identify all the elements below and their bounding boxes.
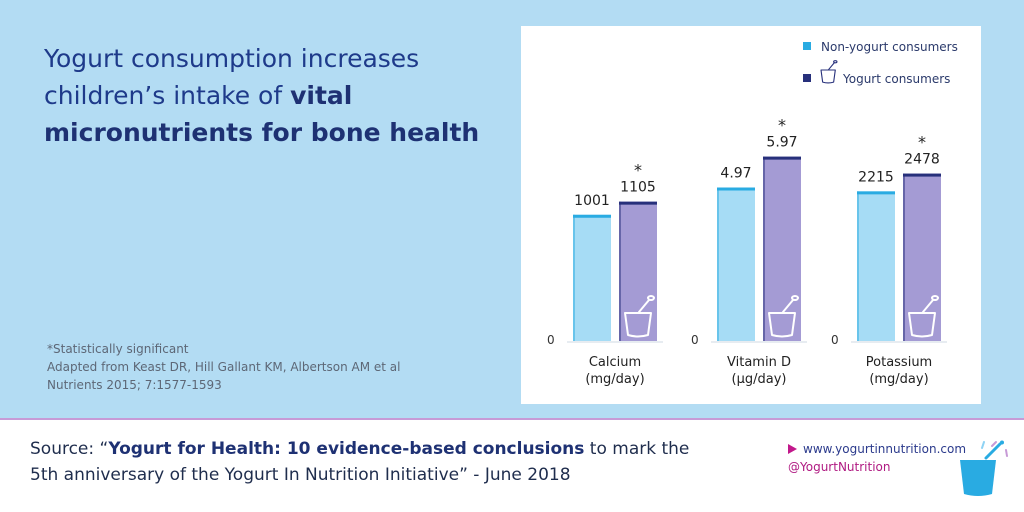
bar-side-edge	[903, 173, 905, 341]
website-row[interactable]: www.yogurtinnutrition.com	[788, 440, 988, 458]
footnotes: *Statistically significant Adapted from …	[47, 340, 467, 394]
website-link[interactable]: www.yogurtinnutrition.com	[803, 442, 967, 456]
bar-vitamin-d-non-yogurt	[717, 187, 755, 341]
data-label: 1001	[574, 193, 610, 209]
significance-marker: *	[918, 133, 926, 152]
bar-side-edge	[573, 214, 575, 341]
significance-marker: *	[634, 161, 642, 180]
bar-top-edge	[857, 191, 895, 195]
data-label: 2478	[904, 152, 940, 168]
zero-tick-label: 0	[691, 333, 699, 347]
chart-card: Non-yogurt consumers Yogurt consumers 0 100…	[521, 26, 981, 404]
significance-marker: *	[778, 116, 786, 135]
bar-cup-icon	[624, 295, 655, 338]
bar-side-edge	[717, 187, 719, 341]
source-note: Source: “Yogurt for Health: 10 evidence-…	[30, 436, 750, 488]
bar-top-edge	[903, 173, 941, 177]
bar-top-edge	[573, 214, 611, 218]
data-label: 2215	[858, 169, 894, 185]
source-line-2: 5th anniversary of the Yogurt In Nutriti…	[30, 465, 571, 485]
bar-cup-icon	[908, 295, 939, 338]
bar-vitamin-d-yogurt	[763, 156, 801, 341]
bar-side-edge	[857, 191, 859, 341]
bar-side-edge	[619, 201, 621, 341]
twitter-handle[interactable]: @YogurtNutrition	[788, 460, 891, 474]
data-label: 1105	[620, 180, 656, 196]
legend-cup-icon	[820, 60, 838, 84]
bar-potassium-non-yogurt	[857, 191, 895, 341]
data-label: 5.97	[766, 135, 797, 151]
source-rest: to mark the	[584, 439, 690, 459]
zero-tick-label: 0	[547, 333, 555, 347]
headline: Yogurt consumption increases children’s …	[44, 40, 504, 151]
category-unit-label: (µg/day)	[732, 372, 787, 387]
bar-top-edge	[763, 156, 801, 160]
yogurt-cup-logo-icon	[960, 440, 1008, 496]
bar-side-edge	[763, 156, 765, 341]
footer-links: www.yogurtinnutrition.com @YogurtNutriti…	[788, 440, 988, 476]
category-unit-label: (mg/day)	[869, 372, 928, 387]
headline-line-3-bold: micronutrients for bone health	[44, 118, 480, 147]
legend-swatch-yogurt	[803, 74, 811, 82]
bar-calcium-yogurt	[619, 201, 657, 341]
citation-line-1: Adapted from Keast DR, Hill Gallant KM, …	[47, 360, 401, 374]
data-label: 4.97	[720, 166, 751, 182]
citation-line-2: Nutrients 2015; 7:1577-1593	[47, 378, 222, 392]
headline-line-2-bold: vital	[290, 81, 353, 110]
significance-note: *Statistically significant	[47, 342, 189, 356]
category-label: Calcium	[589, 355, 641, 370]
zero-tick-label: 0	[831, 333, 839, 347]
category-unit-label: (mg/day)	[585, 372, 644, 387]
bar-top-edge	[619, 201, 657, 205]
legend-label-yogurt: Yogurt consumers	[842, 72, 950, 86]
source-title: Yogurt for Health: 10 evidence-based con…	[108, 439, 585, 459]
legend-swatch-non-yogurt	[803, 42, 811, 50]
bar-calcium-non-yogurt	[573, 214, 611, 341]
category-label: Vitamin D	[727, 355, 791, 370]
category-label: Potassium	[866, 355, 932, 370]
headline-line-1: Yogurt consumption increases	[44, 44, 420, 73]
play-arrow-icon	[788, 444, 797, 454]
source-prefix: Source: “	[30, 439, 109, 459]
bar-cup-icon	[768, 295, 799, 338]
bar-chart: Non-yogurt consumers Yogurt consumers 0 100…	[547, 40, 958, 387]
divider-line	[0, 418, 1024, 420]
bar-top-edge	[717, 187, 755, 191]
headline-line-2: children’s intake of	[44, 81, 291, 110]
legend-label-non-yogurt: Non-yogurt consumers	[821, 40, 958, 54]
